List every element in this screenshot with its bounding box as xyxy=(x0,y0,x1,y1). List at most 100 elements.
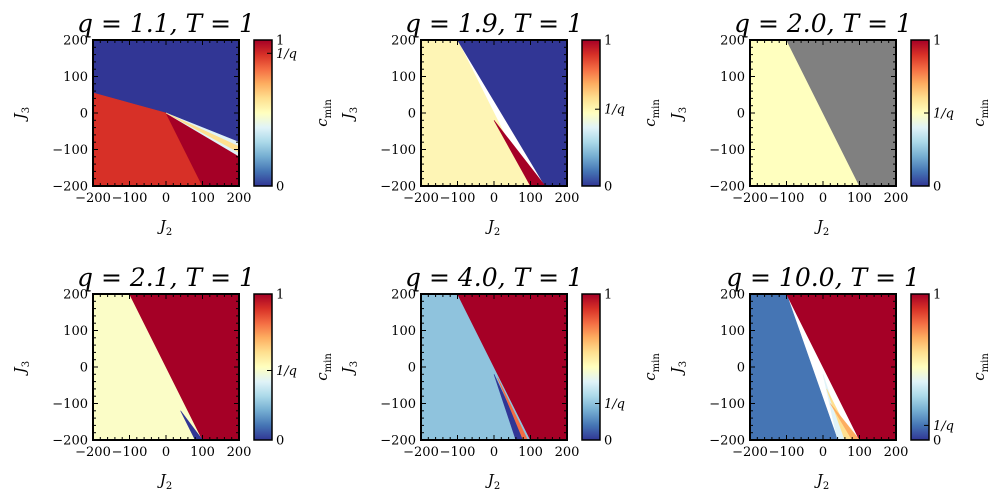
y-tick-label: 100 xyxy=(63,70,88,85)
colorbar-tick-label: 1 xyxy=(276,34,284,49)
y-tick-label: 0 xyxy=(737,361,745,376)
colorbar-tick-label: 1/q xyxy=(933,419,954,434)
heatmap-region xyxy=(786,294,896,440)
heatmap-region xyxy=(750,294,838,440)
y-tick-label: −200 xyxy=(709,434,745,449)
tick-marks xyxy=(420,39,568,187)
heatmap-region xyxy=(750,40,860,186)
y-axis-label: J3 xyxy=(668,107,689,122)
x-tick-label: 100 xyxy=(518,191,543,206)
colorbar-gradient xyxy=(581,39,601,187)
colorbar-label: cmin xyxy=(641,353,662,381)
tick-marks xyxy=(92,39,240,187)
heatmap-region xyxy=(421,294,531,440)
y-tick-label: 100 xyxy=(391,70,416,85)
x-tick-label: −100 xyxy=(440,191,476,206)
colorbar-tick-label: 1 xyxy=(933,288,941,303)
y-tick-label: 0 xyxy=(408,107,416,122)
heatmap-regions xyxy=(750,40,896,186)
panel-title: q = 4.0, T = 1 xyxy=(405,263,583,292)
x-tick-label: 0 xyxy=(819,191,827,206)
x-axis-label: J2 xyxy=(814,217,829,238)
x-tick-label: −100 xyxy=(440,445,476,460)
colorbar-tick-label: 1/q xyxy=(604,103,625,118)
heatmap-region xyxy=(165,112,239,153)
x-tick-label: −100 xyxy=(769,191,805,206)
colorbar-tick-label: 1 xyxy=(604,288,612,303)
y-tick-label: 200 xyxy=(391,288,416,303)
x-tick-label: 0 xyxy=(819,445,827,460)
y-tick-label: −100 xyxy=(709,397,745,412)
y-axis-label: J3 xyxy=(339,361,360,376)
panel-1: q = 1.1, T = 1−200 −100 0 100 2002001000−100… xyxy=(11,9,334,238)
x-tick-label: −200 xyxy=(75,445,111,460)
heatmap-region xyxy=(830,403,860,440)
y-axis-label: J3 xyxy=(11,361,32,376)
panel-6: q = 10.0, T = 1−200 −100 0 100 2002001000−10… xyxy=(668,263,991,492)
heatmap-regions xyxy=(93,294,239,440)
y-tick-label: −200 xyxy=(52,434,88,449)
y-tick-label: −200 xyxy=(709,180,745,195)
heatmap-regions xyxy=(93,40,239,186)
colorbar-gradient xyxy=(581,293,601,441)
x-tick-label: 0 xyxy=(490,445,498,460)
colorbar-tick-label: 1 xyxy=(604,34,612,49)
x-tick-label: 100 xyxy=(190,445,215,460)
heatmap-region xyxy=(93,294,203,440)
heatmap-region xyxy=(180,410,203,440)
panel-5: q = 4.0, T = 1−200 −100 0 100 2002001000−100… xyxy=(339,263,662,492)
colorbar-tick-label: 1/q xyxy=(933,107,954,122)
heatmap-region xyxy=(457,40,567,186)
colorbar-tick-label: 0 xyxy=(933,434,941,449)
colorbar-gradient xyxy=(910,293,930,441)
y-tick-label: 100 xyxy=(720,70,745,85)
y-axis-label: J3 xyxy=(339,107,360,122)
panel-title: q = 1.1, T = 1 xyxy=(77,9,255,38)
panel-4: q = 2.1, T = 1−200 −100 0 100 2002001000−100… xyxy=(11,263,334,492)
colorbar-tick-label: 1 xyxy=(933,34,941,49)
heatmap-region xyxy=(93,92,203,186)
y-tick-label: −200 xyxy=(52,180,88,195)
x-axis-label: J2 xyxy=(485,471,500,492)
panel-title: q = 10.0, T = 1 xyxy=(726,263,920,292)
y-tick-label: 0 xyxy=(408,361,416,376)
colorbar: 1 1/q0 cmin xyxy=(910,288,991,449)
y-tick-label: −100 xyxy=(709,143,745,158)
y-axis-label: J3 xyxy=(668,361,689,376)
panel-title: q = 2.0, T = 1 xyxy=(734,9,912,38)
x-tick-label: 200 xyxy=(555,191,580,206)
y-tick-label: 200 xyxy=(63,34,88,49)
x-axis-label: J2 xyxy=(485,217,500,238)
y-tick-label: −100 xyxy=(380,397,416,412)
x-tick-label: −200 xyxy=(75,191,111,206)
x-axis-label: J2 xyxy=(814,471,829,492)
colorbar-tick-label: 0 xyxy=(933,180,941,195)
panel-3: q = 2.0, T = 1−200 −100 0 100 2002001000−100… xyxy=(668,9,991,238)
heatmap-regions xyxy=(750,294,896,440)
y-tick-label: 200 xyxy=(63,288,88,303)
y-tick-label: −100 xyxy=(52,143,88,158)
x-tick-label: 200 xyxy=(227,445,252,460)
x-tick-label: 200 xyxy=(884,191,909,206)
colorbar-label: cmin xyxy=(970,353,991,381)
heatmap-region xyxy=(457,294,567,440)
x-axis-label: J2 xyxy=(157,471,172,492)
heatmap-region xyxy=(165,112,239,157)
colorbar-tick-label: 1/q xyxy=(276,364,297,379)
y-tick-label: −100 xyxy=(380,143,416,158)
colorbar-label: cmin xyxy=(313,353,334,381)
x-tick-label: 100 xyxy=(847,445,872,460)
heatmap-region xyxy=(421,40,531,186)
tick-marks xyxy=(749,293,897,441)
panel-title: q = 2.1, T = 1 xyxy=(77,263,255,292)
heatmap-regions xyxy=(421,294,567,440)
x-tick-label: 0 xyxy=(490,191,498,206)
colorbar-tick-label: 0 xyxy=(604,180,612,195)
x-tick-label: 200 xyxy=(884,445,909,460)
tick-marks xyxy=(420,293,568,441)
panel-title: q = 1.9, T = 1 xyxy=(405,9,583,38)
